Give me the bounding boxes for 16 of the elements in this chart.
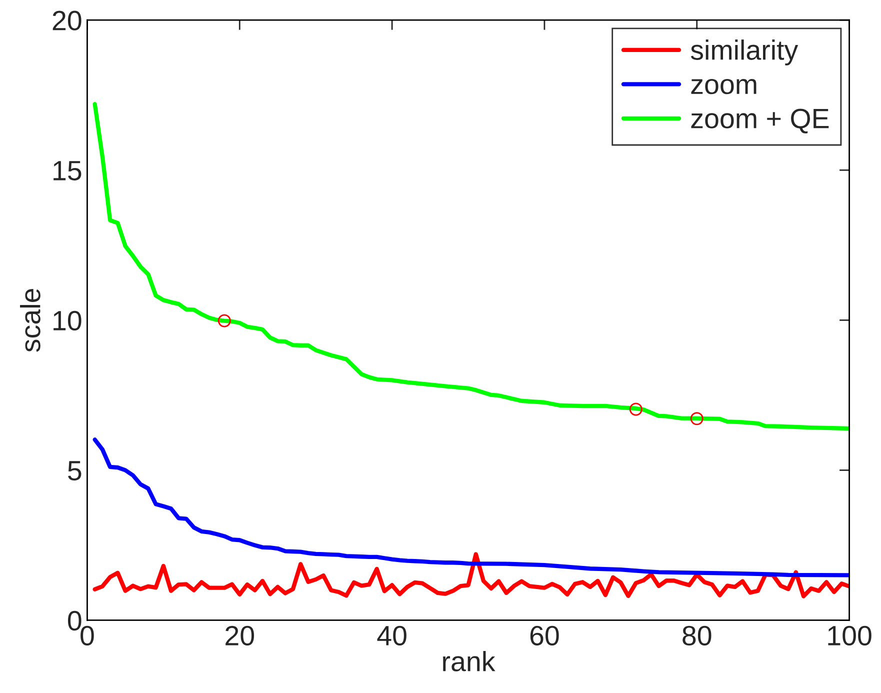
x-tick-label: 60 bbox=[530, 626, 559, 646]
y-tick-label: 10 bbox=[54, 310, 82, 331]
legend-label: similarity bbox=[690, 40, 798, 66]
y-tick-label: 5 bbox=[68, 461, 82, 481]
x-axis-title: rank bbox=[443, 650, 496, 672]
x-tick-label: 0 bbox=[80, 626, 94, 646]
legend-label: zoom bbox=[691, 78, 756, 94]
y-tick-label: 20 bbox=[52, 10, 82, 30]
x-tick-label: 80 bbox=[682, 626, 712, 646]
x-tick-label: 20 bbox=[226, 626, 254, 646]
y-tick-label: 0 bbox=[68, 610, 82, 631]
y-tick-label: 15 bbox=[54, 161, 82, 180]
y-axis-title: scale bbox=[20, 288, 40, 352]
legend-label: zoom + QE bbox=[691, 108, 829, 134]
x-tick-label: 100 bbox=[828, 626, 872, 646]
x-tick-label: 40 bbox=[377, 626, 406, 646]
